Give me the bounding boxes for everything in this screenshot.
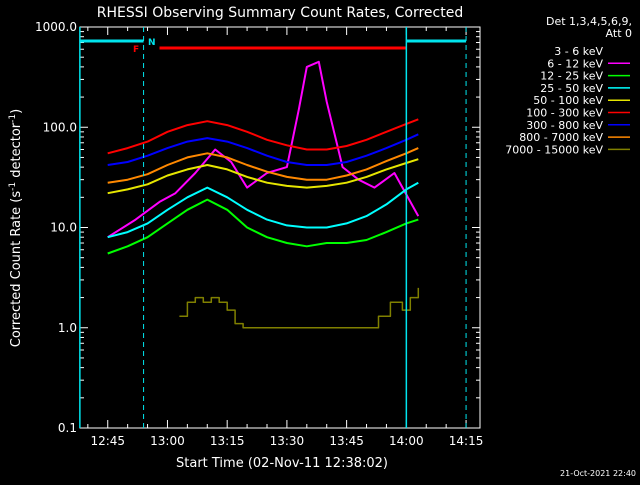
- flag-n-label: N: [148, 38, 156, 48]
- series-line-8: [179, 287, 420, 329]
- x-tick-label: 12:45: [90, 434, 125, 448]
- legend-label: 3 - 6 keV: [554, 45, 603, 58]
- y-tick-label: 0.1: [58, 421, 77, 435]
- y-tick-label: 100.0: [43, 120, 77, 134]
- x-tick-label: 14:00: [389, 434, 424, 448]
- legend-header-line2: Att 0: [606, 27, 632, 40]
- timestamp: 21-Oct-2021 22:40: [560, 469, 636, 478]
- flag-layer: N F: [79, 27, 467, 428]
- y-axis-label: Corrected Count Rate (s-1 detector-1): [8, 109, 24, 347]
- x-axis-label: Start Time (02-Nov-11 12:38:02): [176, 456, 388, 471]
- x-tick-label: 13:30: [270, 434, 305, 448]
- series-line-7: [107, 147, 419, 184]
- y-axis-label-sup2: -1: [8, 114, 18, 123]
- series-line-6: [107, 133, 419, 166]
- legend-label: 25 - 50 keV: [540, 82, 603, 95]
- x-tick-label: 13:15: [210, 434, 245, 448]
- series-line-0: [107, 86, 420, 234]
- y-axis-label-mid: detector: [9, 122, 24, 182]
- y-axis-label-sup1: -1: [8, 182, 18, 191]
- chart-title: RHESSI Observing Summary Count Rates, Co…: [97, 5, 463, 21]
- x-tick-label: 13:00: [150, 434, 185, 448]
- flag-f-label: F: [133, 45, 139, 55]
- legend-label: 300 - 800 keV: [526, 119, 603, 132]
- x-tick-label: 14:15: [449, 434, 484, 448]
- y-axis-label-end: ): [9, 109, 24, 114]
- x-axis: 12:45 13:00 13:15 13:30 13:45 14:00 14:15: [87, 27, 484, 448]
- y-tick-label: 1000.0: [35, 20, 77, 34]
- series-layer: [107, 60, 420, 329]
- legend-label: 6 - 12 keV: [547, 57, 603, 70]
- y-axis-label-main: Corrected Count Rate (s: [9, 191, 24, 348]
- y-tick-label: 1.0: [58, 321, 77, 335]
- series-line-3: [107, 181, 419, 239]
- x-tick-label: 13:45: [329, 434, 364, 448]
- legend-label: 50 - 100 keV: [533, 94, 603, 107]
- legend-label: 800 - 7000 keV: [519, 131, 603, 144]
- series-line-2: [107, 198, 419, 255]
- legend-label: 100 - 300 keV: [526, 107, 603, 120]
- legend-label: 12 - 25 keV: [540, 70, 603, 83]
- legend-header-line1: Det 1,3,4,5,6,9,: [546, 15, 632, 28]
- series-line-4: [107, 158, 419, 195]
- legend-label: 7000 - 15000 keV: [505, 143, 603, 156]
- y-tick-label: 10.0: [50, 221, 77, 235]
- y-axis: 0.1 1.0 10.0 100.0 1000.0: [35, 20, 480, 435]
- series-line-5: [107, 118, 419, 155]
